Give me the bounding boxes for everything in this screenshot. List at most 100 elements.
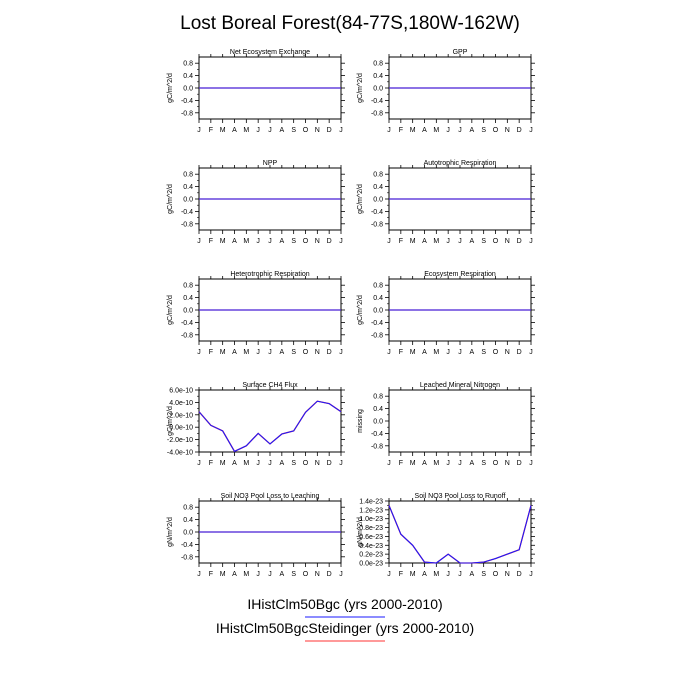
x-tick-label: M xyxy=(220,460,226,467)
y-tick-label: 0.0 xyxy=(373,86,383,93)
x-tick-label: J xyxy=(197,571,201,578)
y-tick-label: -0.4 xyxy=(181,209,193,216)
x-tick-label: O xyxy=(303,460,309,467)
panel-title: Heterotrophic Respiration xyxy=(230,271,309,278)
legend-label-0: IHistClm50Bgc (yrs 2000-2010) xyxy=(247,596,442,612)
y-tick-label: 0.4e-23 xyxy=(359,543,383,550)
x-tick-label: A xyxy=(279,238,284,245)
x-tick-label: O xyxy=(303,127,309,134)
x-tick-label: J xyxy=(458,127,462,134)
x-tick-label: O xyxy=(303,349,309,356)
x-tick-label: A xyxy=(469,460,474,467)
x-tick-label: D xyxy=(517,460,522,467)
y-tick-label: 0.0 xyxy=(373,419,383,426)
panel-0: Net Ecosystem Exchange 0.8 0.4 0.0 -0.4 -0.8 g… xyxy=(167,49,345,134)
y-tick-label: -0.4 xyxy=(181,98,193,105)
x-tick-label: F xyxy=(209,460,213,467)
y-tick-label: -4.0e-10 xyxy=(167,450,193,457)
y-tick-label: 0.8 xyxy=(373,394,383,401)
x-tick-label: J xyxy=(458,571,462,578)
x-tick-label: J xyxy=(529,349,533,356)
y-tick-label: -0.8 xyxy=(181,554,193,561)
x-tick-label: M xyxy=(433,460,439,467)
y-tick-label: 4.0e-10 xyxy=(169,400,193,407)
x-tick-label: J xyxy=(256,349,260,356)
x-tick-label: F xyxy=(399,349,403,356)
x-tick-label: A xyxy=(232,571,237,578)
y-tick-label: -0.8 xyxy=(371,443,383,450)
x-tick-label: A xyxy=(232,127,237,134)
y-tick-label: 0.8 xyxy=(183,61,193,68)
y-axis-label: gC/m^2/d xyxy=(167,184,174,214)
x-tick-label: M xyxy=(220,349,226,356)
y-tick-label: 0.8 xyxy=(373,283,383,290)
x-tick-label: N xyxy=(505,571,510,578)
x-tick-label: J xyxy=(387,238,391,245)
x-tick-label: S xyxy=(291,349,296,356)
x-tick-label: F xyxy=(399,238,403,245)
x-tick-label: S xyxy=(481,460,486,467)
x-tick-label: F xyxy=(209,238,213,245)
figure-title: Lost Boreal Forest(84-77S,180W-162W) xyxy=(180,13,520,34)
x-tick-label: N xyxy=(505,349,510,356)
y-tick-label: 1.0e-23 xyxy=(359,516,383,523)
panel-title: Soil NO3 Pool Loss to Leaching xyxy=(221,493,320,500)
y-tick-label: 0.4 xyxy=(183,184,193,191)
x-tick-label: M xyxy=(410,349,416,356)
x-tick-label: O xyxy=(493,238,499,245)
x-tick-label: S xyxy=(291,127,296,134)
y-tick-label: 0.4 xyxy=(373,73,383,80)
panel-title: Surface CH4 Flux xyxy=(242,382,298,389)
x-tick-label: A xyxy=(279,571,284,578)
x-tick-label: J xyxy=(458,238,462,245)
y-tick-label: 0.8e-23 xyxy=(359,525,383,532)
y-axis-label: missing xyxy=(357,409,364,433)
x-tick-label: D xyxy=(517,127,522,134)
panel-8: Soil NO3 Pool Loss to Leaching 0.8 0.4 0.0 -… xyxy=(167,493,345,578)
x-tick-label: M xyxy=(243,571,249,578)
y-tick-label: -0.8 xyxy=(181,110,193,117)
x-tick-label: J xyxy=(197,127,201,134)
x-tick-label: N xyxy=(315,127,320,134)
series-line-histclm50bgc xyxy=(198,400,342,453)
y-tick-label: -0.8 xyxy=(371,110,383,117)
y-tick-label: 0.4 xyxy=(373,184,383,191)
x-tick-label: F xyxy=(209,127,213,134)
x-tick-label: J xyxy=(446,460,450,467)
x-tick-label: S xyxy=(481,571,486,578)
x-tick-label: F xyxy=(399,571,403,578)
panel-title: NPP xyxy=(263,160,278,167)
y-tick-label: 1.2e-23 xyxy=(359,507,383,514)
x-tick-label: J xyxy=(197,460,201,467)
x-tick-label: N xyxy=(315,460,320,467)
y-axis-label: gC/m^2/d xyxy=(167,295,174,325)
x-tick-label: J xyxy=(446,571,450,578)
x-tick-label: M xyxy=(410,460,416,467)
x-tick-label: M xyxy=(220,238,226,245)
x-tick-label: J xyxy=(529,460,533,467)
y-tick-label: 2.0e-10 xyxy=(169,412,193,419)
x-tick-label: N xyxy=(315,238,320,245)
y-tick-label: 0.0 xyxy=(373,308,383,315)
y-tick-label: 0.0 xyxy=(183,308,193,315)
x-tick-label: S xyxy=(291,238,296,245)
y-tick-label: 0.8 xyxy=(373,172,383,179)
x-tick-label: O xyxy=(493,349,499,356)
x-tick-label: M xyxy=(220,571,226,578)
x-tick-label: J xyxy=(197,349,201,356)
x-tick-label: J xyxy=(387,127,391,134)
x-tick-label: M xyxy=(243,349,249,356)
x-tick-label: N xyxy=(505,460,510,467)
panel-title: Autotrophic Respiration xyxy=(424,160,497,167)
plot-frame xyxy=(388,389,532,453)
x-tick-label: M xyxy=(433,349,439,356)
x-tick-label: M xyxy=(243,460,249,467)
x-tick-label: J xyxy=(446,349,450,356)
x-tick-label: J xyxy=(446,127,450,134)
x-tick-label: A xyxy=(469,349,474,356)
x-tick-label: D xyxy=(327,238,332,245)
x-tick-label: N xyxy=(505,127,510,134)
x-tick-label: J xyxy=(458,349,462,356)
